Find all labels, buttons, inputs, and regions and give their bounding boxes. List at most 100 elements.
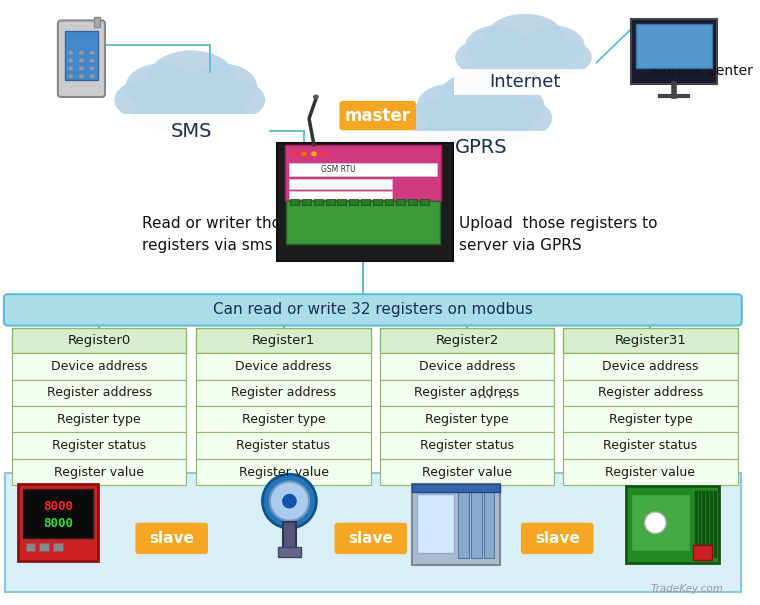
Text: Register value: Register value (239, 466, 328, 479)
Bar (196, 459, 371, 485)
Ellipse shape (68, 67, 73, 70)
Bar (23, 489, 93, 538)
Ellipse shape (68, 51, 73, 55)
Text: Register address: Register address (414, 386, 520, 399)
Text: Device address: Device address (236, 360, 331, 373)
Text: Device address: Device address (419, 360, 515, 373)
Bar (563, 406, 738, 433)
Bar (196, 353, 371, 379)
Bar (40, 543, 49, 551)
Bar (631, 19, 717, 84)
Text: Register address: Register address (231, 386, 336, 399)
Ellipse shape (423, 115, 508, 148)
Text: server via GPRS: server via GPRS (459, 238, 581, 253)
Text: Register value: Register value (606, 466, 695, 479)
FancyBboxPatch shape (58, 21, 105, 97)
Ellipse shape (148, 50, 235, 104)
Bar (702, 491, 705, 558)
Bar (277, 548, 301, 557)
Bar (287, 201, 439, 244)
Text: slave: slave (348, 531, 393, 546)
Ellipse shape (169, 97, 245, 126)
Ellipse shape (90, 59, 95, 63)
Text: TradeKey.com: TradeKey.com (651, 584, 724, 595)
Text: Register type: Register type (609, 413, 692, 426)
Text: Register1: Register1 (252, 334, 315, 347)
Bar (408, 199, 417, 205)
Text: Register31: Register31 (615, 334, 686, 347)
Bar (112, 114, 270, 143)
Ellipse shape (79, 74, 84, 78)
Bar (563, 353, 738, 379)
FancyBboxPatch shape (334, 523, 407, 554)
Bar (631, 494, 689, 551)
Text: 8000: 8000 (43, 517, 73, 530)
Text: Device address: Device address (51, 360, 147, 373)
Ellipse shape (188, 64, 257, 111)
Text: Device address: Device address (602, 360, 698, 373)
Bar (290, 179, 392, 189)
Text: GPRS: GPRS (454, 139, 507, 157)
Text: Register status: Register status (603, 439, 698, 452)
Text: Register address: Register address (46, 386, 152, 399)
Bar (326, 199, 334, 205)
Ellipse shape (460, 116, 533, 143)
Text: GSM RTU: GSM RTU (321, 165, 356, 174)
Text: Register type: Register type (425, 413, 508, 426)
Ellipse shape (132, 96, 219, 131)
Bar (471, 489, 482, 558)
Bar (563, 327, 738, 353)
Bar (692, 545, 712, 560)
Bar (11, 459, 186, 485)
Ellipse shape (282, 494, 296, 509)
Bar (196, 406, 371, 433)
Bar (277, 143, 453, 261)
Text: Register value: Register value (54, 466, 144, 479)
Ellipse shape (125, 64, 195, 111)
Ellipse shape (644, 512, 667, 534)
Bar (314, 199, 323, 205)
Bar (94, 18, 100, 27)
Bar (458, 489, 469, 558)
Ellipse shape (79, 51, 84, 55)
Bar (11, 433, 186, 459)
FancyBboxPatch shape (340, 101, 416, 130)
Ellipse shape (439, 71, 523, 122)
Ellipse shape (486, 14, 564, 61)
Ellipse shape (90, 51, 95, 55)
Text: Register status: Register status (420, 439, 514, 452)
Bar (563, 459, 738, 485)
Text: Register type: Register type (57, 413, 141, 426)
Bar (337, 199, 347, 205)
Bar (11, 379, 186, 406)
Ellipse shape (465, 25, 527, 67)
Ellipse shape (522, 25, 584, 67)
Ellipse shape (321, 151, 327, 156)
Ellipse shape (68, 74, 73, 78)
Bar (11, 406, 186, 433)
Ellipse shape (90, 67, 95, 70)
Bar (380, 406, 554, 433)
Bar (283, 522, 296, 549)
Bar (380, 327, 554, 353)
Bar (11, 327, 186, 353)
Bar (302, 199, 311, 205)
Text: Upload  those registers to: Upload those registers to (459, 216, 657, 231)
Text: Register0: Register0 (68, 334, 131, 347)
Bar (380, 459, 554, 485)
Bar (380, 433, 554, 459)
Bar (714, 491, 717, 558)
Ellipse shape (313, 94, 319, 99)
Text: Register status: Register status (52, 439, 146, 452)
Ellipse shape (152, 83, 230, 125)
Ellipse shape (478, 83, 545, 128)
Bar (196, 433, 371, 459)
Text: Can read or write 32 registers on modbus: Can read or write 32 registers on modbus (213, 302, 533, 318)
Bar (290, 191, 392, 199)
Bar (385, 199, 394, 205)
Bar (284, 145, 442, 201)
Ellipse shape (79, 67, 84, 70)
Bar (563, 433, 738, 459)
Ellipse shape (311, 151, 317, 156)
Bar (483, 489, 495, 558)
